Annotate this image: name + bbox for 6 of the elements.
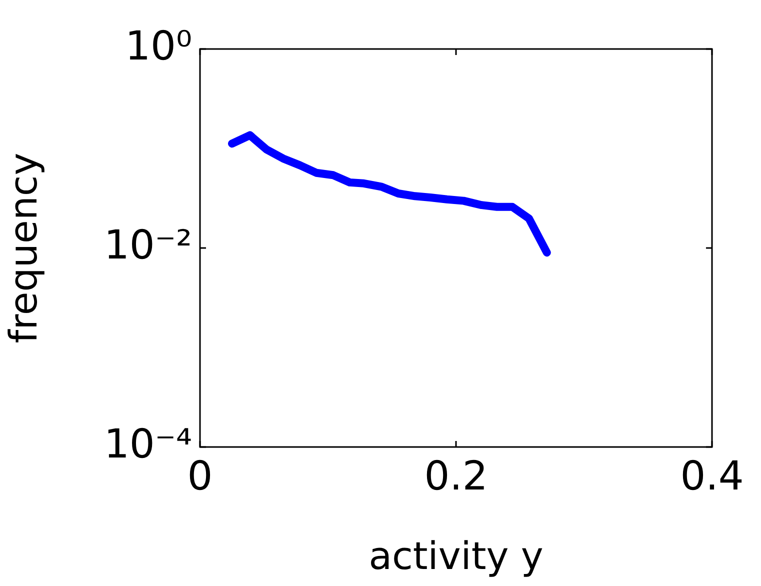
x-tick-label: 0.4 — [680, 453, 744, 500]
y-axis-title: frequency — [2, 152, 46, 344]
y-tick-label: 10⁰ — [125, 23, 192, 70]
x-axis-title: activity y — [368, 534, 544, 578]
y-tick-label: 10⁻² — [104, 222, 192, 268]
x-tick-label: 0.2 — [424, 453, 488, 500]
